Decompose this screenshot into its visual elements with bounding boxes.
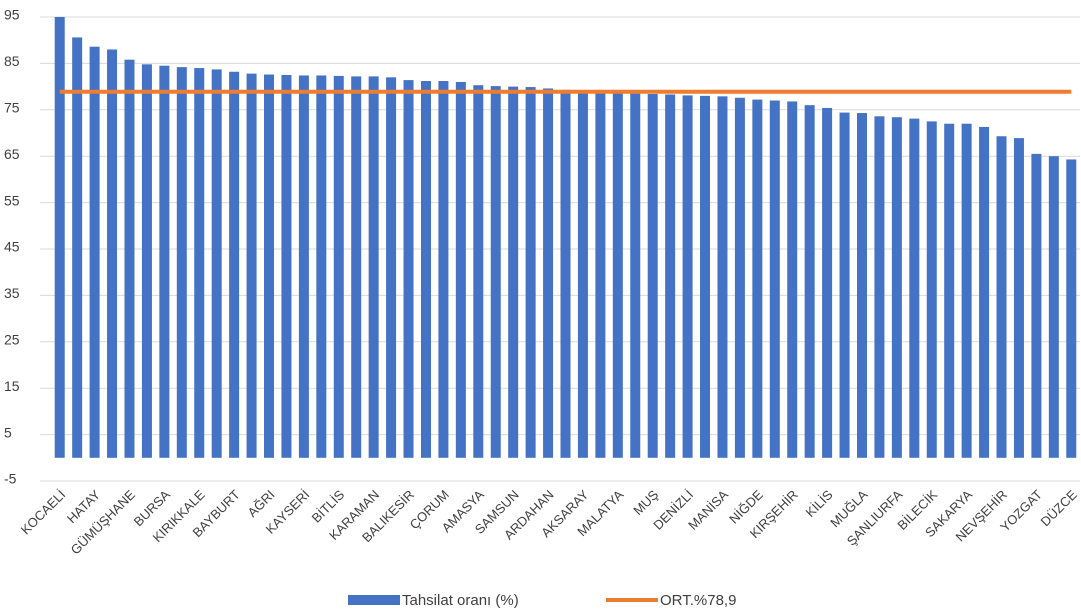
bar [630, 93, 641, 458]
bar [560, 89, 571, 458]
y-tick-label: 55 [4, 192, 20, 208]
bar [333, 75, 344, 458]
bar [386, 77, 397, 458]
bar [577, 91, 588, 458]
bar [508, 86, 519, 458]
x-tick-label: DÜZCE [1038, 487, 1081, 530]
bar [909, 118, 920, 458]
bar [752, 99, 763, 458]
bar [1066, 159, 1077, 458]
bar [159, 65, 170, 458]
bar [734, 97, 745, 458]
bar [874, 116, 885, 458]
bar [194, 68, 205, 458]
y-tick-label: 15 [4, 378, 20, 394]
bar [926, 121, 937, 458]
bar [229, 71, 240, 458]
bar [665, 94, 676, 458]
bar [351, 76, 362, 458]
y-tick-label: 95 [4, 7, 20, 23]
bar [54, 17, 65, 458]
bar [490, 86, 501, 458]
bar [1048, 156, 1059, 458]
bar [316, 75, 327, 458]
bar [124, 59, 135, 458]
bar [647, 94, 658, 458]
legend-label: Tahsilat oranı (%) [402, 592, 519, 609]
legend-swatch [348, 595, 400, 605]
bar [89, 46, 100, 458]
bar [944, 123, 955, 458]
bar [612, 92, 623, 458]
y-tick-label: 65 [4, 146, 20, 162]
bar [804, 105, 815, 458]
bar [891, 117, 902, 458]
bar [211, 69, 222, 458]
bar [455, 81, 466, 458]
x-tick-label: KOCAELİ [18, 487, 68, 537]
bar [438, 81, 449, 458]
bar [1031, 153, 1042, 458]
bar [717, 96, 728, 458]
bar [1013, 138, 1024, 458]
y-tick-label: 25 [4, 332, 20, 348]
bar [403, 80, 414, 458]
y-tick-label: 85 [4, 53, 20, 69]
bar [961, 123, 972, 458]
y-tick-label: 5 [4, 424, 12, 440]
bar [787, 101, 798, 458]
bar [769, 100, 780, 458]
bar [420, 81, 431, 458]
bar [682, 95, 693, 458]
x-tick-label: MUŞ [630, 487, 661, 518]
bar [298, 75, 309, 458]
bar [141, 64, 152, 458]
bar [979, 126, 990, 458]
bar [473, 85, 484, 458]
y-tick-label: 75 [4, 100, 20, 116]
bar [839, 112, 850, 458]
bar [264, 74, 275, 458]
bar [525, 87, 536, 458]
y-tick-label: -5 [4, 471, 17, 487]
bar [72, 37, 83, 458]
bar [543, 88, 554, 458]
y-tick-label: 45 [4, 239, 20, 255]
bar [595, 91, 606, 458]
bar [246, 73, 257, 458]
bar [996, 136, 1007, 458]
bar [822, 107, 833, 458]
legend-label: ORT.%78,9 [660, 592, 736, 609]
bar [700, 95, 711, 458]
bar [281, 75, 292, 458]
bar [107, 49, 118, 458]
bar [368, 76, 379, 458]
y-tick-label: 35 [4, 285, 20, 301]
bar [856, 113, 867, 458]
bar [176, 67, 187, 458]
